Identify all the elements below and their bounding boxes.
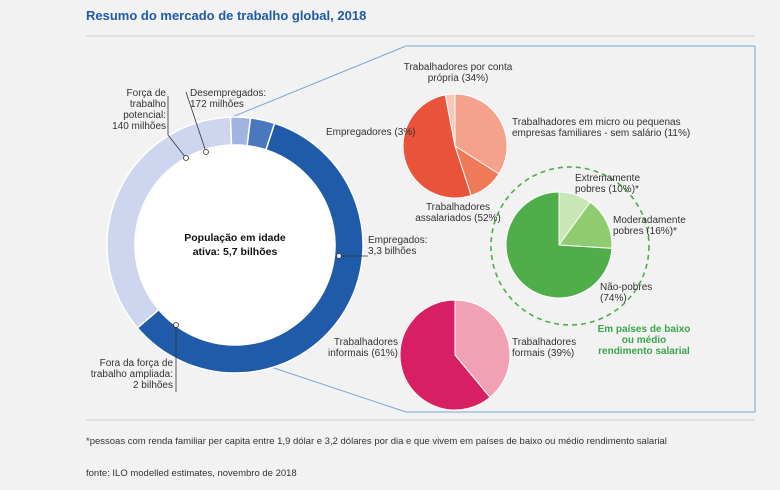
zoom-line-top — [209, 45, 407, 127]
footnote: *pessoas com renda familiar per capita e… — [86, 436, 667, 447]
zoom-line-bottom — [249, 359, 407, 413]
chart-title: Resumo do mercado de trabalho global, 20… — [86, 8, 366, 23]
leader-dot-employed — [336, 253, 342, 259]
leader-dot-outside — [173, 322, 179, 328]
source-note: fonte: ILO modelled estimates, novembro … — [86, 468, 297, 479]
chart-labels: Empregados: 3,3 bilhões Fora da força de tr… — [91, 62, 691, 392]
poverty-dashed-ring — [490, 166, 650, 326]
label-informal: Trabalhadores informais (61%) — [328, 337, 398, 359]
leader-potential — [167, 96, 187, 159]
label-family-workers: Trabalhadores em micro ou pequenas empres… — [512, 117, 690, 139]
leader-dot-potential — [183, 155, 189, 161]
label-extreme-poor: Extremamente pobres (10%)* — [575, 173, 640, 195]
donut-slice-employed — [136, 122, 364, 374]
label-employed: Empregados: 3,3 bilhões — [368, 235, 427, 257]
donut-center-label: População em idade ativa: 5,7 bilhões — [184, 232, 286, 258]
label-outside: Fora da força de trabalho ampliada: 2 bilh… — [91, 358, 174, 391]
donut-slice-unemployed — [246, 117, 276, 151]
label-formal: Trabalhadores formais (39%) — [512, 337, 576, 359]
donut-chart: População em idade ativa: 5,7 bilhões — [106, 116, 364, 374]
donut-hole — [136, 146, 334, 344]
label-non-poor: Não-pobres (74%) — [600, 282, 652, 304]
label-unemployed: Desempregados: 172 milhões — [190, 88, 266, 110]
label-employers: Empregadores (3%) — [326, 127, 415, 138]
formality-slice-1 — [399, 299, 491, 411]
label-moderate-poor: Moderadamente pobres (16%)* — [613, 215, 686, 237]
formality-slice-0 — [454, 299, 511, 399]
employment-status-slice-3 — [444, 93, 456, 147]
poverty-pie — [505, 191, 613, 299]
label-potential: Força de trabalho potencial: 140 milhões — [112, 88, 166, 132]
employment-status-slice-2 — [402, 94, 472, 199]
leader-unemployed — [185, 91, 207, 153]
label-wage-workers: Trabalhadores assalariados (52%) — [415, 202, 501, 224]
poverty-caption: Em países de baixo ou médio rendimento sal… — [598, 324, 691, 357]
poverty-slice-2 — [505, 191, 613, 299]
label-own-account: Trabalhadores por conta própria (34%) — [404, 62, 513, 84]
leader-dot-unemployed — [203, 149, 209, 155]
formality-pie — [399, 299, 511, 411]
employment-status-pie — [402, 93, 508, 199]
poverty-slice-1 — [558, 201, 613, 249]
